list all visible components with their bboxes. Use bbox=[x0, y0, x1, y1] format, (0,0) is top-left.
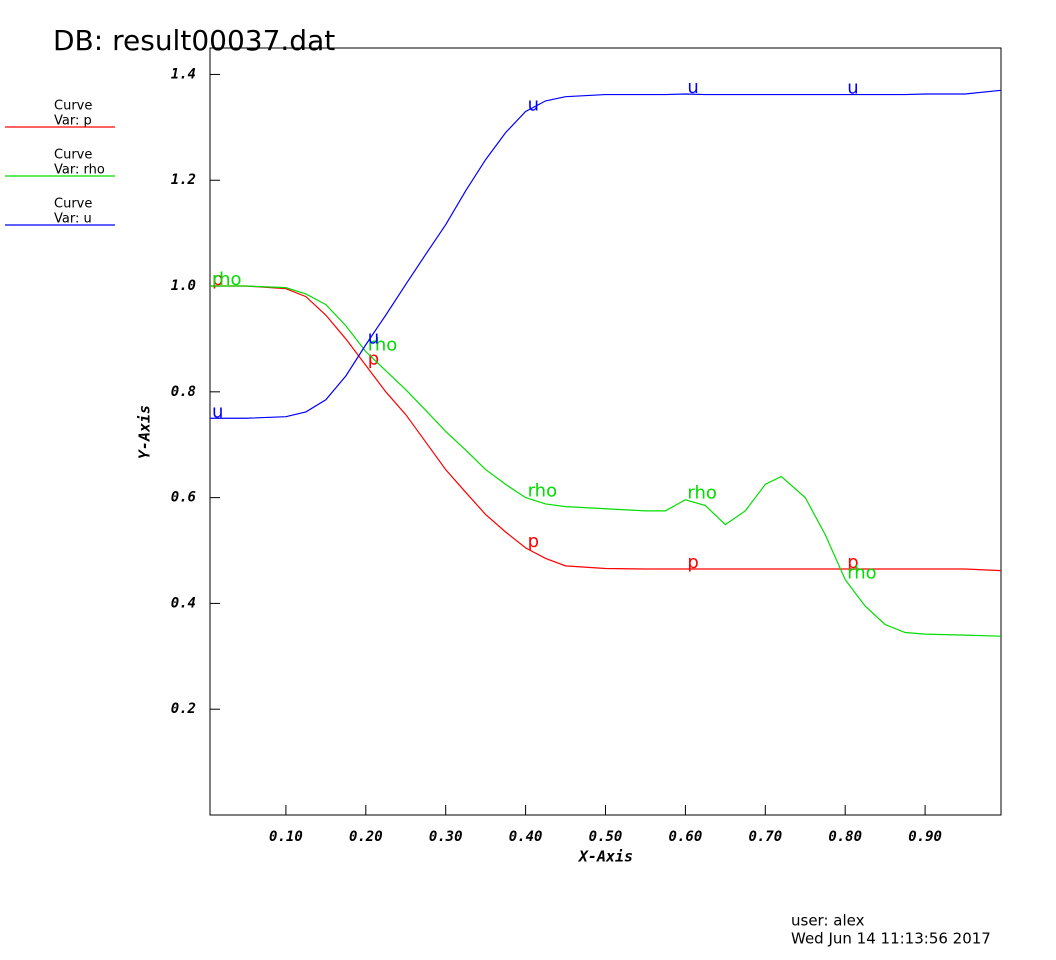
legend-heading: Curve bbox=[54, 99, 92, 114]
legend-text: Var: p bbox=[54, 114, 92, 129]
y-tick-label: 1.2 bbox=[171, 172, 196, 188]
legend-heading: Curve bbox=[54, 197, 92, 212]
y-axis-label: Y-Axis bbox=[136, 405, 154, 459]
x-tick-label: 0.50 bbox=[589, 829, 623, 845]
series-line bbox=[210, 89, 1002, 419]
y-tick-label: 1.4 bbox=[171, 66, 196, 82]
plot-frame bbox=[209, 47, 1002, 816]
legend-text: Var: u bbox=[54, 212, 92, 227]
y-tick-label: 0.4 bbox=[171, 595, 196, 611]
series-line bbox=[210, 285, 1002, 572]
date-label: Wed Jun 14 11:13:56 2017 bbox=[791, 930, 991, 948]
curve-label: rho bbox=[368, 335, 398, 356]
legend-text: Var: rho bbox=[54, 163, 105, 178]
curve-label: u bbox=[212, 401, 223, 422]
curve-label: u bbox=[368, 328, 379, 349]
curve-label: rho bbox=[687, 483, 717, 504]
curve-label: rho bbox=[847, 563, 877, 584]
y-tick-label: 1.0 bbox=[171, 278, 196, 294]
x-tick-label: 0.90 bbox=[908, 829, 942, 845]
y-tick-label: 0.6 bbox=[171, 490, 196, 506]
curve-label: u bbox=[528, 94, 539, 115]
series-line bbox=[210, 285, 1002, 637]
curve-label: u bbox=[687, 77, 698, 98]
x-tick-label: 0.70 bbox=[748, 829, 782, 845]
x-tick-label: 0.30 bbox=[429, 829, 463, 845]
curve-label: p bbox=[847, 552, 858, 573]
curve-label: rho bbox=[212, 269, 242, 290]
x-axis-label: X-Axis bbox=[577, 848, 633, 866]
x-tick-label: 0.60 bbox=[669, 829, 703, 845]
curve-label: u bbox=[847, 78, 858, 99]
legend-heading: Curve bbox=[54, 148, 92, 163]
x-tick-label: 0.20 bbox=[349, 829, 383, 845]
user-label: user: alex bbox=[791, 912, 865, 930]
y-tick-label: 0.8 bbox=[171, 384, 196, 400]
curve-label: p bbox=[212, 269, 223, 290]
y-tick-label: 0.2 bbox=[171, 701, 196, 717]
x-tick-label: 0.10 bbox=[269, 829, 303, 845]
curve-label: p bbox=[528, 531, 539, 552]
curve-label: p bbox=[687, 552, 698, 573]
curve-label: rho bbox=[528, 481, 558, 502]
x-tick-label: 0.40 bbox=[509, 829, 543, 845]
x-tick-label: 0.80 bbox=[828, 829, 862, 845]
chart-title: DB: result00037.dat bbox=[53, 24, 335, 57]
